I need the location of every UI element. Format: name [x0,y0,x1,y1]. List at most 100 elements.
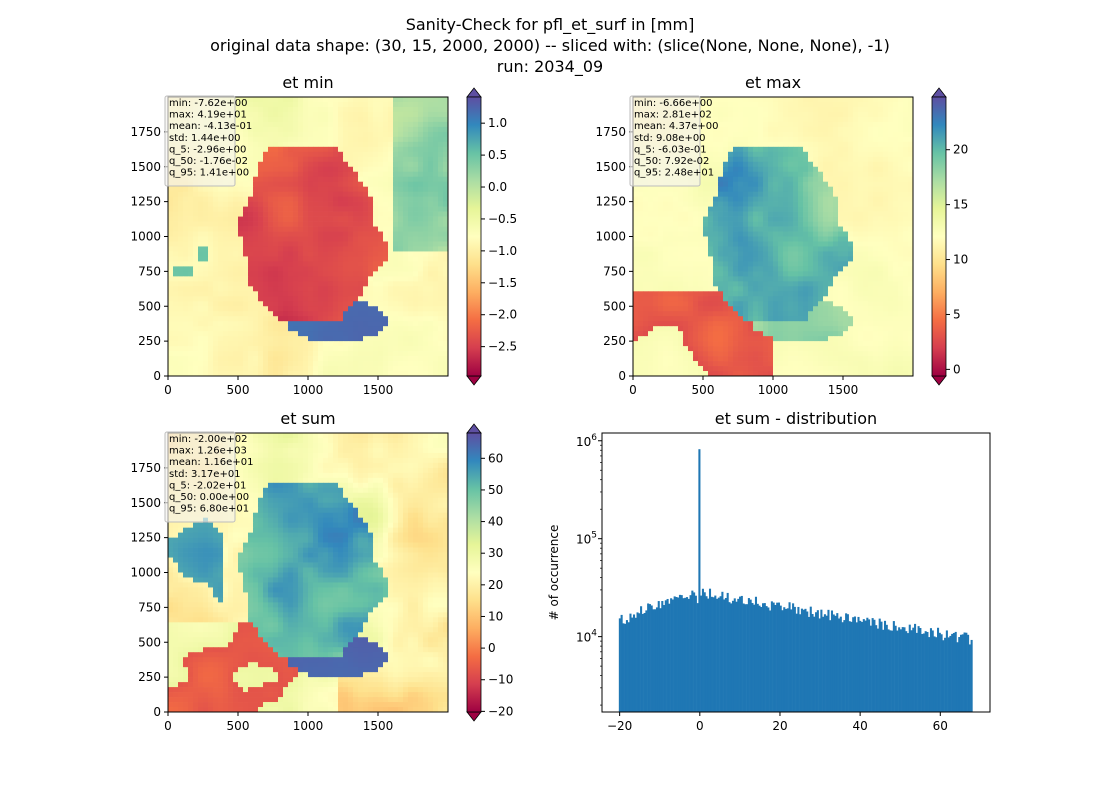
heatmap-cell [358,261,364,267]
heatmap-cell [783,121,789,128]
heatmap-cell [348,311,354,317]
heatmap-cell [323,181,329,188]
heatmap-cell [343,276,349,282]
heatmap-cell [848,181,854,188]
heatmap-cell [268,286,274,292]
heatmap-cell [203,231,209,237]
heatmap-cell [853,151,859,158]
heatmap-cell [183,241,189,247]
heatmap-cell [658,206,664,212]
heatmap-cell [178,221,184,227]
heatmap-cell [443,146,449,153]
heatmap-cell [808,236,814,242]
heatmap-cell [668,231,674,237]
heatmap-cell [293,186,299,193]
heatmap-cell [233,161,239,168]
heatmap-cell [223,371,229,377]
heatmap-cell [183,371,189,377]
heatmap-cell [228,246,234,252]
heatmap-cell [318,171,324,178]
heatmap-cell [218,301,224,307]
heatmap-cell [388,231,394,237]
heatmap-cell [348,276,354,282]
heatmap-cell [373,341,379,347]
heatmap-cell [788,181,794,188]
heatmap-cell [898,156,904,163]
heatmap-cell [438,206,444,212]
colorbar-tick-label: 0.5 [488,148,507,162]
heatmap-cell [293,246,299,252]
heatmap-cell [788,101,794,108]
heatmap-cell [383,141,389,148]
heatmap-cell [283,186,289,193]
heatmap-cell [213,296,219,302]
heatmap-cell [273,166,279,173]
heatmap-cell [228,361,234,367]
heatmap-cell [663,186,669,193]
heatmap-cell [258,126,264,133]
heatmap-cell [783,161,789,168]
heatmap-cell [868,246,874,252]
heatmap-cell [373,171,379,178]
heatmap-cell [813,181,819,188]
heatmap-cell [223,261,229,267]
heatmap-cell [888,106,894,113]
heatmap-cell [343,116,349,123]
heatmap-cell [438,216,444,222]
heatmap-cell [873,181,879,188]
heatmap-cell [203,301,209,307]
heatmap-cell [213,251,219,257]
heatmap-cell [168,201,174,207]
heatmap-cell [293,321,299,327]
heatmap-cell [353,351,359,357]
heatmap-cell [688,221,694,227]
heatmap-cell [343,206,349,212]
heatmap-cell [388,126,394,133]
heatmap-cell [218,261,224,267]
heatmap-cell [713,121,719,128]
heatmap-cell [343,286,349,292]
heatmap-cell [863,166,869,173]
heatmap-cell [268,331,274,337]
heatmap-cell [428,97,434,103]
heatmap-cell [343,201,349,207]
heatmap-cell [678,231,684,237]
heatmap-cell [388,321,394,327]
heatmap-cell [193,316,199,322]
heatmap-cell [413,136,419,143]
heatmap-cell [368,216,374,222]
heatmap-cell [368,211,374,217]
heatmap-cell [193,341,199,347]
heatmap-cell [238,356,244,362]
heatmap-cell [903,97,909,103]
heatmap-cell [288,331,294,337]
heatmap-cell [773,211,779,217]
heatmap-cell [208,311,214,317]
heatmap-cell [268,171,274,178]
heatmap-cell [818,131,824,138]
heatmap-cell [318,131,324,138]
heatmap-cell [293,286,299,292]
heatmap-cell [358,106,364,113]
heatmap-cell [393,336,399,342]
heatmap-cell [248,106,254,113]
heatmap-cell [373,321,379,327]
heatmap-cell [353,296,359,302]
heatmap-cell [793,216,799,222]
heatmap-cell [338,236,344,242]
heatmap-cell [873,216,879,222]
heatmap-cell [243,131,249,138]
heatmap-cell [738,146,744,153]
heatmap-cell [728,241,734,247]
suptitle-line-3: run: 2034_09 [497,57,603,77]
heatmap-cell [203,196,209,202]
heatmap-cell [358,306,364,312]
heatmap-cell [368,146,374,153]
heatmap-cell [783,196,789,202]
heatmap-cell [208,306,214,312]
heatmap-cell [893,111,899,118]
heatmap-cell [383,116,389,123]
heatmap-cell [768,106,774,113]
heatmap-cell [858,191,864,197]
heatmap-cell [833,166,839,173]
